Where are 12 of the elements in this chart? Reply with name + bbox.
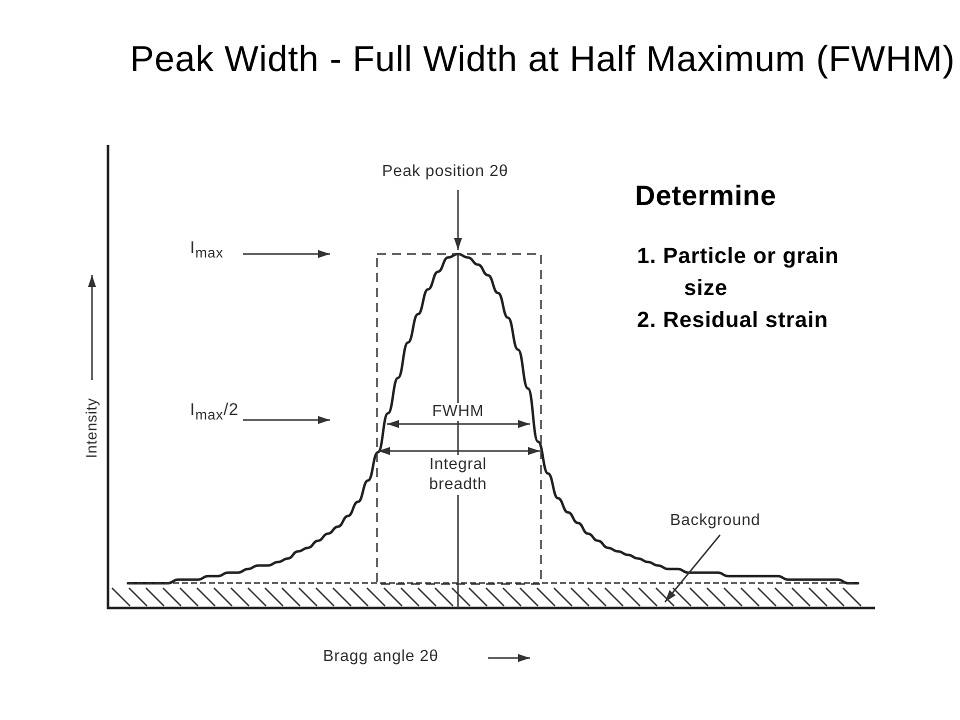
annotation: 1. Particle or grain size bbox=[637, 242, 839, 302]
chart-title: Peak Width - Full Width at Half Maximum (FWHM) bbox=[130, 37, 956, 81]
annotation: Background bbox=[670, 512, 760, 530]
y-axis-title: Intensity bbox=[84, 398, 100, 458]
annotation: I$_{max}$ bbox=[190, 238, 224, 262]
annotation: I$_{max}$/2 bbox=[190, 400, 239, 424]
annotation: 2. Residual strain bbox=[637, 306, 830, 334]
x-axis-title: Bragg angle 2θ bbox=[323, 648, 439, 666]
text: Peak position 2θ bbox=[382, 163, 508, 181]
annotation: Integral breadth bbox=[418, 455, 498, 495]
annotation: FWHM bbox=[430, 403, 486, 421]
text: Determine bbox=[635, 180, 776, 212]
